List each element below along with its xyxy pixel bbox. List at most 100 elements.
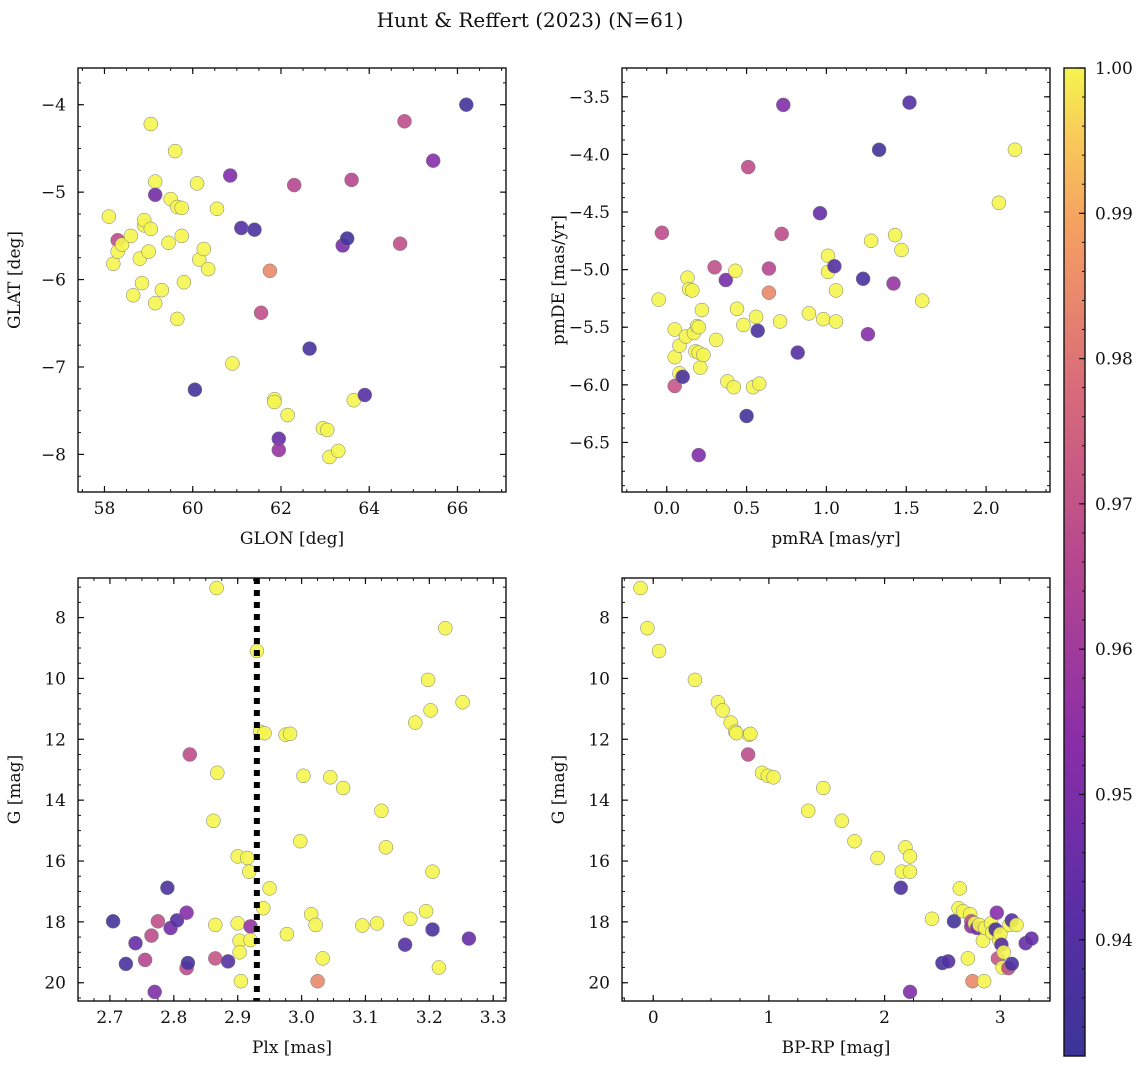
y-tick-label: 20	[44, 974, 66, 994]
data-point	[886, 276, 901, 291]
data-point	[147, 174, 163, 189]
y-tick-label: 16	[44, 852, 66, 872]
y-tick-label: 8	[55, 609, 66, 629]
data-point	[302, 341, 317, 356]
data-point	[154, 282, 170, 298]
data-point	[230, 916, 245, 931]
data-point	[834, 813, 850, 829]
data-point	[996, 945, 1011, 960]
data-point	[815, 311, 831, 327]
data-point	[418, 903, 434, 919]
y-tick-label: −5.0	[569, 261, 610, 281]
data-point	[693, 360, 708, 375]
data-point	[1007, 142, 1023, 158]
data-point	[101, 209, 117, 224]
data-point	[209, 201, 225, 217]
data-point	[296, 768, 311, 784]
data-point	[147, 295, 163, 311]
data-point	[247, 222, 262, 237]
data-point	[174, 200, 189, 216]
data-point	[420, 672, 436, 688]
data-point	[914, 293, 930, 308]
data-point	[182, 747, 198, 762]
data-point	[143, 116, 159, 132]
y-tick-label: −4	[41, 96, 66, 116]
data-point	[691, 447, 706, 463]
data-point	[355, 918, 370, 933]
data-point	[128, 935, 143, 951]
y-tick-label: 14	[588, 791, 610, 811]
y-tick-label: 20	[588, 974, 610, 994]
data-point	[687, 672, 703, 688]
data-point	[392, 236, 408, 251]
x-tick-label: 64	[358, 499, 380, 519]
colorbar-tick-label: 0.97	[1095, 495, 1133, 515]
data-point	[675, 369, 690, 385]
panel-plx-g: 2.7 2.8 2.9 3.0 3.1 3.2 3.3 8 10 12 14 16 18 20 Plx […	[5, 577, 507, 1058]
data-point	[222, 168, 238, 183]
data-point	[144, 928, 159, 943]
data-point	[752, 376, 767, 391]
y-tick-label: −4.0	[569, 145, 610, 165]
data-point	[208, 951, 223, 966]
data-point	[860, 326, 876, 342]
y-axis-label: GLAT [deg]	[5, 231, 25, 329]
data-point	[1004, 956, 1020, 972]
data-point	[707, 260, 722, 275]
data-point	[694, 302, 710, 318]
data-point	[685, 283, 700, 298]
data-point	[118, 956, 134, 972]
data-point	[718, 272, 734, 288]
data-point	[196, 241, 212, 257]
data-point	[893, 880, 909, 896]
data-point	[161, 235, 176, 251]
data-point	[776, 97, 791, 113]
data-point	[233, 973, 249, 989]
data-point	[408, 715, 423, 730]
data-point	[651, 292, 666, 307]
data-point	[167, 143, 183, 159]
x-tick-label: 0.5	[733, 499, 760, 519]
x-tick-label: 1	[763, 1008, 774, 1028]
data-point	[816, 780, 831, 796]
data-point	[902, 864, 918, 879]
data-point	[729, 301, 745, 317]
y-tick-label: 12	[588, 730, 610, 750]
data-point	[308, 917, 323, 933]
data-point	[870, 850, 885, 866]
data-point	[812, 205, 828, 221]
data-point	[315, 951, 330, 966]
x-tick-label: 3	[995, 1008, 1006, 1028]
data-point	[726, 379, 742, 395]
x-tick-label: 3.2	[416, 1008, 443, 1028]
data-point	[234, 220, 249, 236]
x-tick-label: 62	[270, 499, 292, 519]
data-point	[455, 694, 470, 710]
data-point	[940, 954, 956, 969]
y-axis-label: pmDE [mas/yr]	[549, 215, 569, 345]
data-point	[267, 394, 282, 410]
y-tick-label: 10	[588, 669, 610, 689]
y-axis-label: G [mag]	[5, 755, 25, 824]
colorbar-ticks: 0.94 0.95 0.96 0.97 0.98 0.99 1.00	[1079, 59, 1133, 1028]
colorbar-tick-label: 0.96	[1095, 640, 1133, 660]
data-point	[147, 187, 163, 203]
data-point	[369, 916, 385, 931]
data-point	[828, 314, 844, 329]
data-point	[740, 747, 756, 762]
data-point	[105, 914, 121, 929]
x-tick-label: 60	[182, 499, 204, 519]
x-tick-label: 0	[648, 1008, 659, 1028]
data-point	[402, 911, 418, 927]
data-point	[761, 261, 777, 276]
y-tick-label: −5	[41, 183, 66, 203]
data-point	[176, 274, 192, 290]
data-point	[286, 177, 302, 193]
colorbar-tick-label: 0.94	[1095, 931, 1133, 951]
data-point	[461, 931, 477, 946]
data-point	[946, 914, 962, 929]
y-tick-label: 12	[44, 730, 66, 750]
data-point	[691, 319, 706, 335]
data-point	[801, 306, 817, 321]
data-point	[728, 263, 743, 279]
